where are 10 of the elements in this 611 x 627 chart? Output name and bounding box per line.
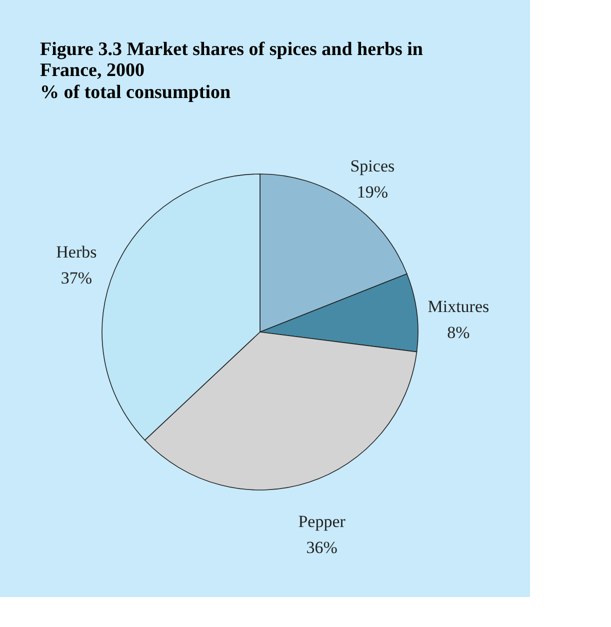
data-label: 36%: [306, 538, 338, 558]
slice-label: Spices: [350, 156, 395, 176]
data-label: 37%: [60, 268, 92, 288]
chart-title: Figure 3.3 Market shares of spices and herbs in France, 2000: [40, 39, 424, 81]
chart-subtitle: % of total consumption: [40, 82, 231, 103]
data-label: 8%: [447, 322, 470, 342]
slice-label: Herbs: [56, 242, 97, 262]
data-label: 19%: [356, 182, 388, 202]
slice-label: Mixtures: [428, 296, 490, 316]
slice-label: Pepper: [298, 512, 346, 532]
